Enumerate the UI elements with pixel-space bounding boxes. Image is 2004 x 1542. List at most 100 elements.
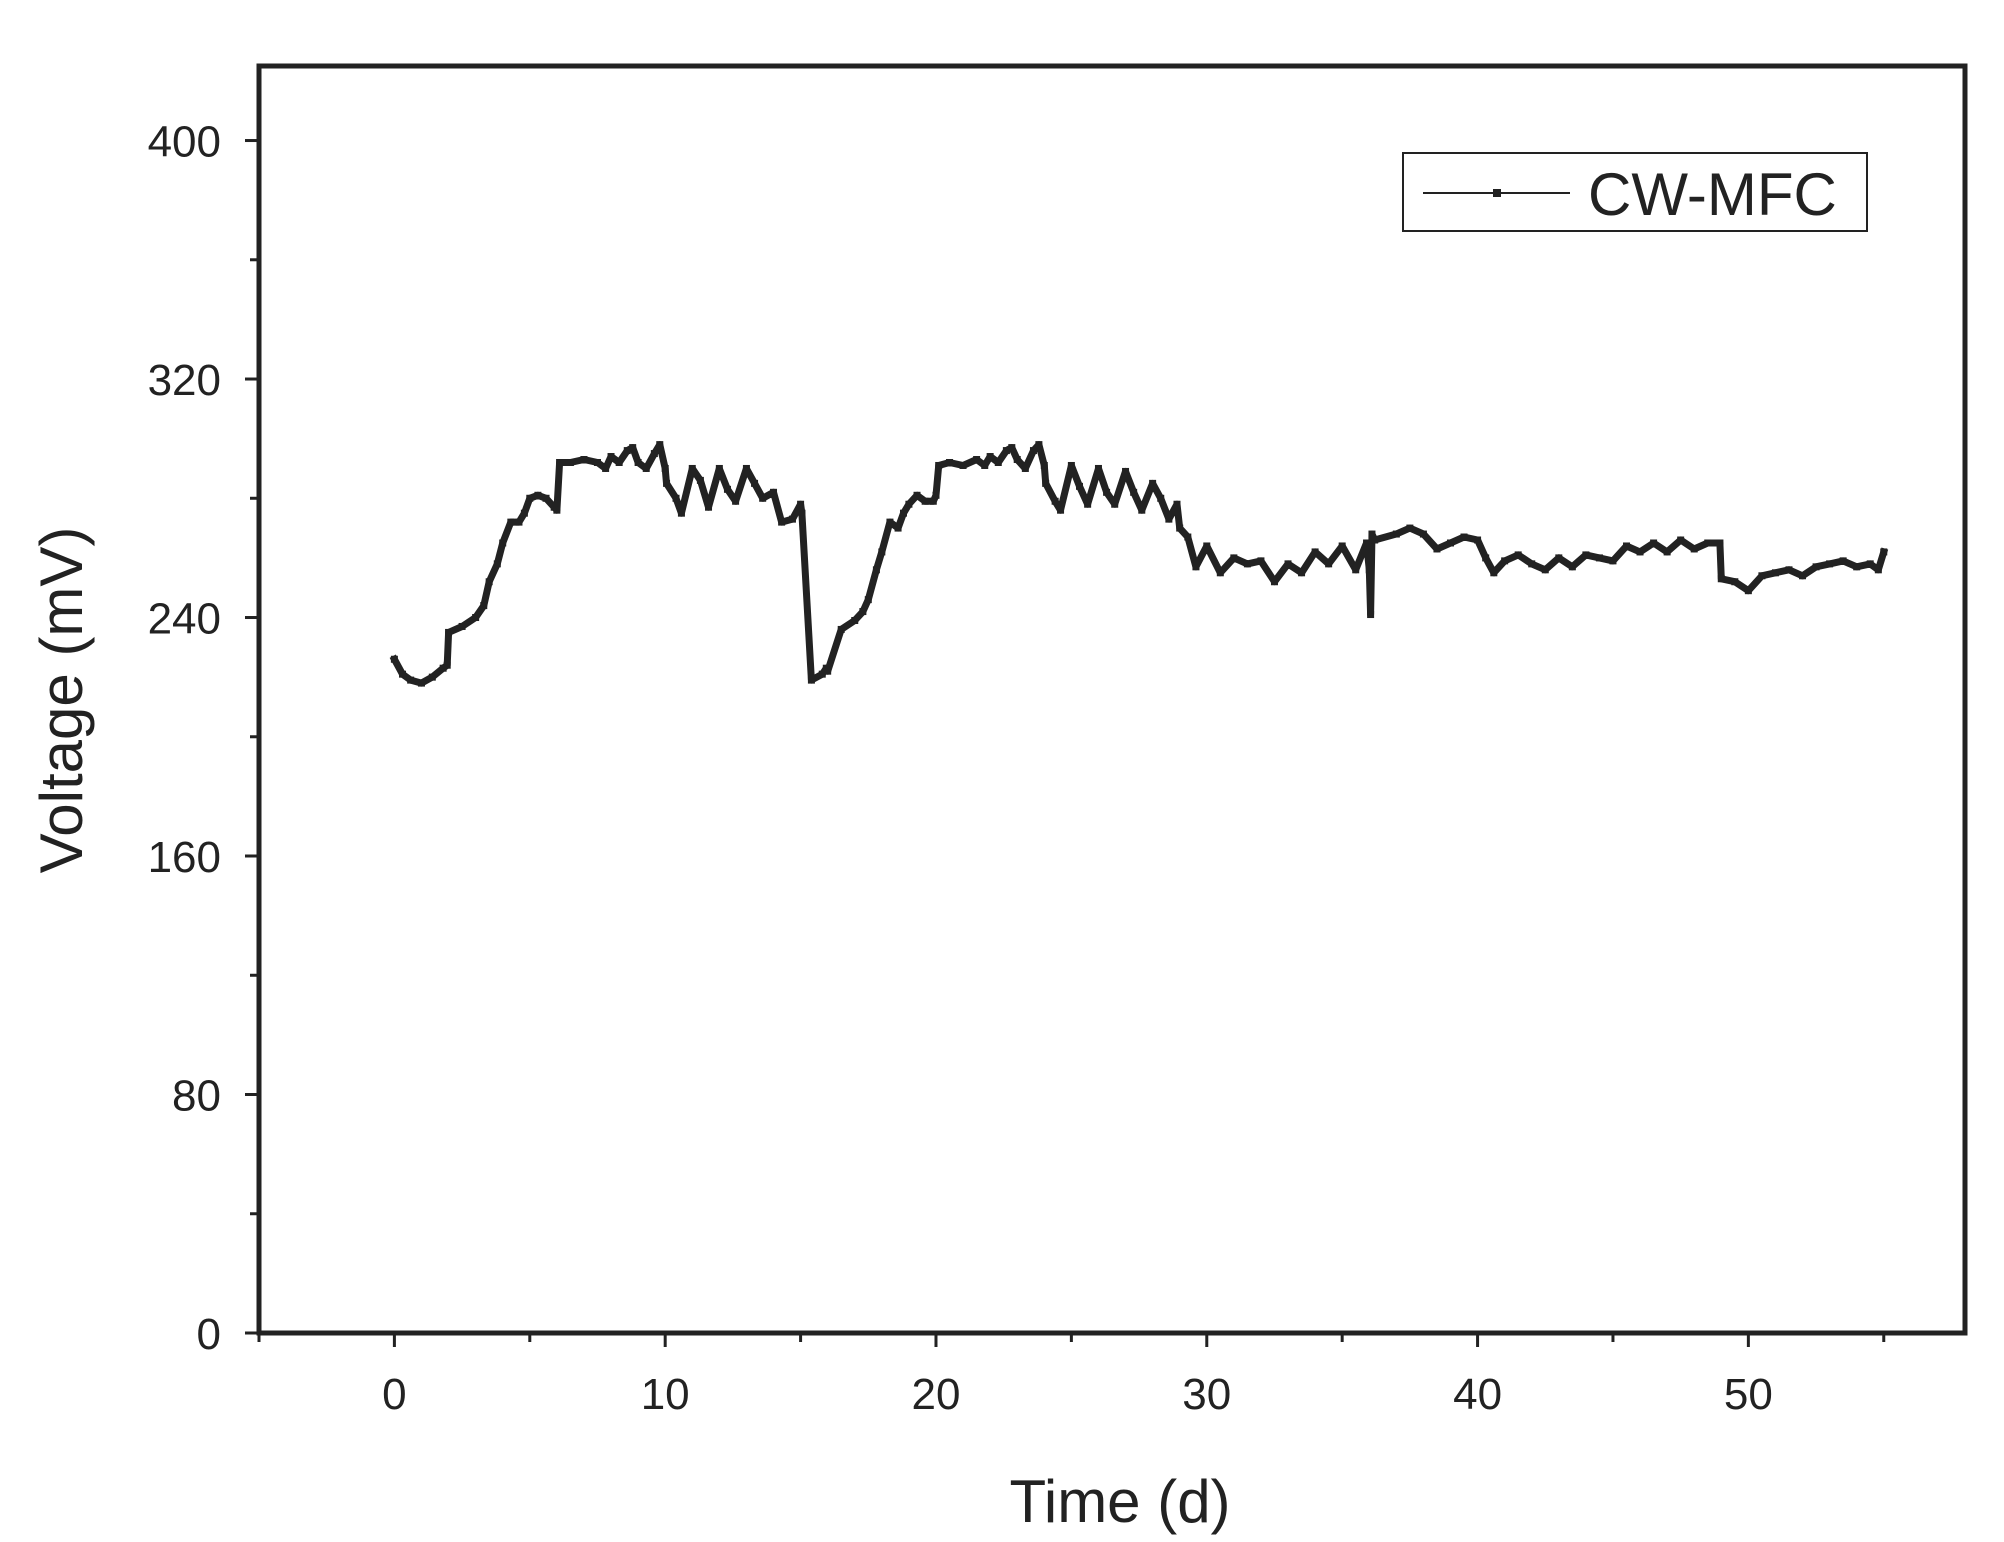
data-point bbox=[1057, 506, 1065, 514]
data-point bbox=[656, 441, 664, 449]
data-point bbox=[1799, 572, 1807, 580]
data-point bbox=[1284, 560, 1292, 568]
x-axis-title: Time (d) bbox=[1009, 1468, 1230, 1535]
data-point bbox=[602, 464, 610, 472]
data-point bbox=[1365, 566, 1373, 574]
data-point bbox=[1623, 542, 1631, 550]
data-point bbox=[1243, 560, 1251, 568]
data-point bbox=[458, 622, 466, 630]
data-point bbox=[1311, 548, 1319, 556]
data-point bbox=[390, 655, 398, 663]
data-point bbox=[1149, 479, 1157, 487]
data-point bbox=[650, 450, 658, 458]
data-point bbox=[556, 458, 564, 466]
y-tick-label: 240 bbox=[148, 595, 221, 644]
data-point bbox=[1812, 563, 1820, 571]
data-point bbox=[1040, 461, 1048, 469]
y-tick-label: 160 bbox=[148, 833, 221, 882]
data-point bbox=[1013, 456, 1021, 464]
data-point bbox=[1490, 569, 1498, 577]
data-point bbox=[973, 456, 981, 464]
data-point bbox=[1433, 545, 1441, 553]
data-point bbox=[672, 494, 680, 502]
data-point bbox=[1138, 506, 1146, 514]
data-point bbox=[1568, 563, 1576, 571]
data-point bbox=[1839, 557, 1847, 565]
data-point bbox=[1230, 554, 1238, 562]
legend-label: CW-MFC bbox=[1588, 161, 1837, 228]
data-point bbox=[534, 491, 542, 499]
data-point bbox=[797, 500, 805, 508]
data-point bbox=[1035, 441, 1043, 449]
data-point bbox=[986, 453, 994, 461]
data-point bbox=[1157, 494, 1165, 502]
data-point bbox=[1008, 444, 1016, 452]
data-point bbox=[732, 497, 740, 505]
data-point bbox=[1874, 566, 1882, 574]
y-tick-label: 80 bbox=[172, 1072, 221, 1121]
series-layer bbox=[389, 441, 1889, 687]
data-point bbox=[1176, 524, 1184, 532]
x-tick-label: 30 bbox=[1182, 1370, 1231, 1419]
data-point bbox=[1406, 524, 1414, 532]
data-point bbox=[1541, 566, 1549, 574]
data-point bbox=[1184, 533, 1192, 541]
data-point bbox=[778, 518, 786, 526]
data-point bbox=[1636, 548, 1644, 556]
plot-frame bbox=[256, 63, 1968, 1336]
data-point bbox=[723, 485, 731, 493]
data-point bbox=[1002, 447, 1010, 455]
data-point bbox=[1582, 551, 1590, 559]
data-point bbox=[485, 578, 493, 586]
y-axis-tick-labels: 0 80 160 240 320 400 bbox=[148, 118, 221, 1359]
data-point bbox=[921, 497, 929, 505]
data-point bbox=[677, 509, 685, 517]
data-point bbox=[1785, 566, 1793, 574]
data-point bbox=[634, 458, 642, 466]
data-point bbox=[1122, 467, 1130, 475]
data-point bbox=[798, 509, 806, 517]
data-point bbox=[696, 476, 704, 484]
x-tick-label: 40 bbox=[1453, 1370, 1502, 1419]
data-point bbox=[1482, 554, 1490, 562]
data-point bbox=[905, 500, 913, 508]
data-point bbox=[1352, 566, 1360, 574]
data-point bbox=[407, 676, 415, 684]
data-point bbox=[1042, 479, 1050, 487]
data-point bbox=[1853, 563, 1861, 571]
data-point bbox=[899, 509, 907, 517]
data-point bbox=[1595, 554, 1603, 562]
data-point bbox=[715, 464, 723, 472]
data-point bbox=[1731, 578, 1739, 586]
data-point bbox=[1270, 578, 1278, 586]
data-point bbox=[935, 461, 943, 469]
data-point bbox=[1690, 545, 1698, 553]
data-point bbox=[445, 628, 453, 636]
data-point bbox=[642, 464, 650, 472]
data-point bbox=[1771, 569, 1779, 577]
data-point bbox=[1392, 530, 1400, 538]
data-point bbox=[1704, 539, 1712, 547]
data-point bbox=[1880, 548, 1888, 556]
data-point bbox=[623, 447, 631, 455]
y-tick-label: 320 bbox=[148, 356, 221, 405]
data-point bbox=[1609, 557, 1617, 565]
data-point bbox=[663, 479, 671, 487]
data-point bbox=[1528, 560, 1536, 568]
data-point bbox=[837, 625, 845, 633]
data-point bbox=[1367, 611, 1375, 619]
data-point bbox=[1514, 551, 1522, 559]
legend: CW-MFC bbox=[1402, 152, 1868, 232]
x-tick-label: 50 bbox=[1724, 1370, 1773, 1419]
data-point bbox=[593, 458, 601, 466]
data-point bbox=[872, 566, 880, 574]
data-point bbox=[1338, 542, 1346, 550]
data-point bbox=[542, 494, 550, 502]
data-point bbox=[1419, 530, 1427, 538]
data-point bbox=[417, 679, 425, 687]
data-point bbox=[788, 515, 796, 523]
data-point bbox=[580, 456, 588, 464]
data-point bbox=[878, 548, 886, 556]
data-point bbox=[851, 616, 859, 624]
data-point bbox=[1076, 482, 1084, 490]
